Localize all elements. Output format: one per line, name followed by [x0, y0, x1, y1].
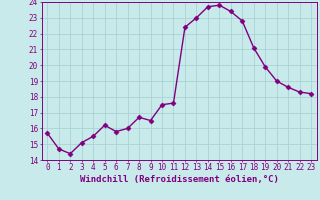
X-axis label: Windchill (Refroidissement éolien,°C): Windchill (Refroidissement éolien,°C): [80, 175, 279, 184]
